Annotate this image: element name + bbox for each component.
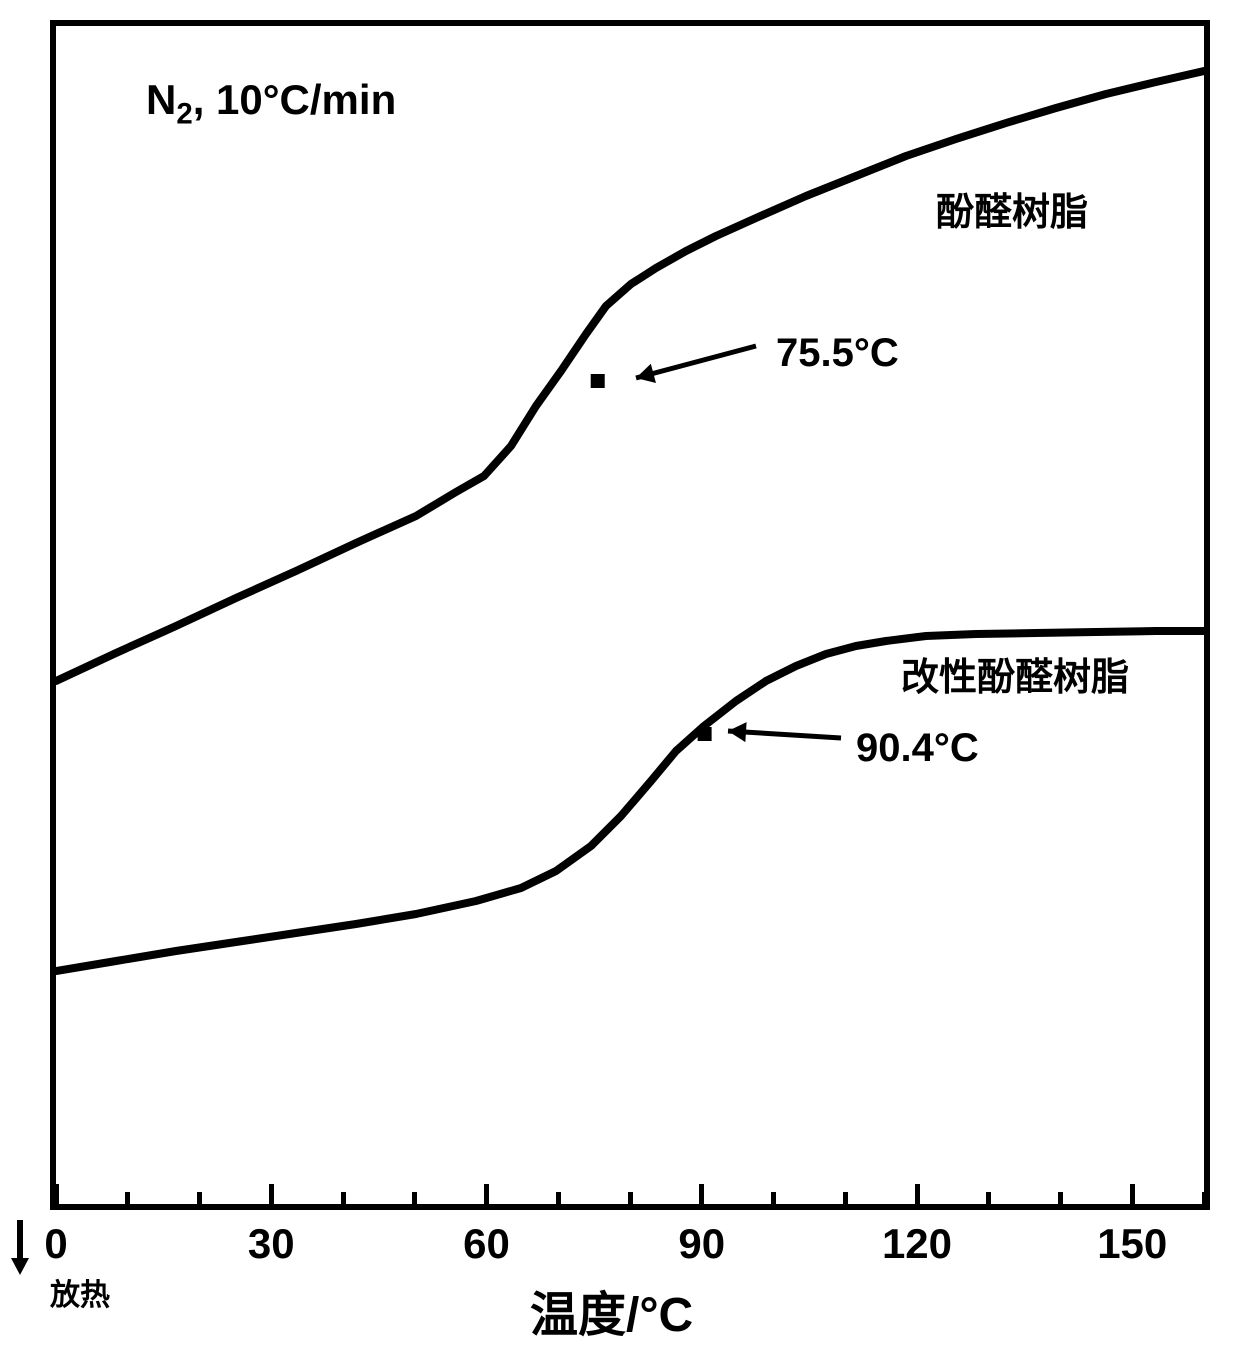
condition-label: N2, 10°C/min — [146, 76, 396, 131]
exo-label: 放热 — [50, 1270, 110, 1314]
tg-label-modified: 90.4°C — [856, 726, 979, 771]
series-label-phenolic: 酚醛树脂 — [936, 181, 1088, 236]
x-axis-label: 温度/°C — [530, 1275, 693, 1345]
plot-area: N2, 10°C/min 酚醛树脂 改性酚醛树脂 75.5°C 90.4°C — [50, 20, 1210, 1210]
series-label-modified: 改性酚醛树脂 — [901, 646, 1129, 701]
exo-arrow — [5, 1220, 45, 1285]
dsc-chart: N2, 10°C/min 酚醛树脂 改性酚醛树脂 75.5°C 90.4°C 0… — [0, 0, 1240, 1342]
tg-label-phenolic: 75.5°C — [776, 331, 899, 376]
